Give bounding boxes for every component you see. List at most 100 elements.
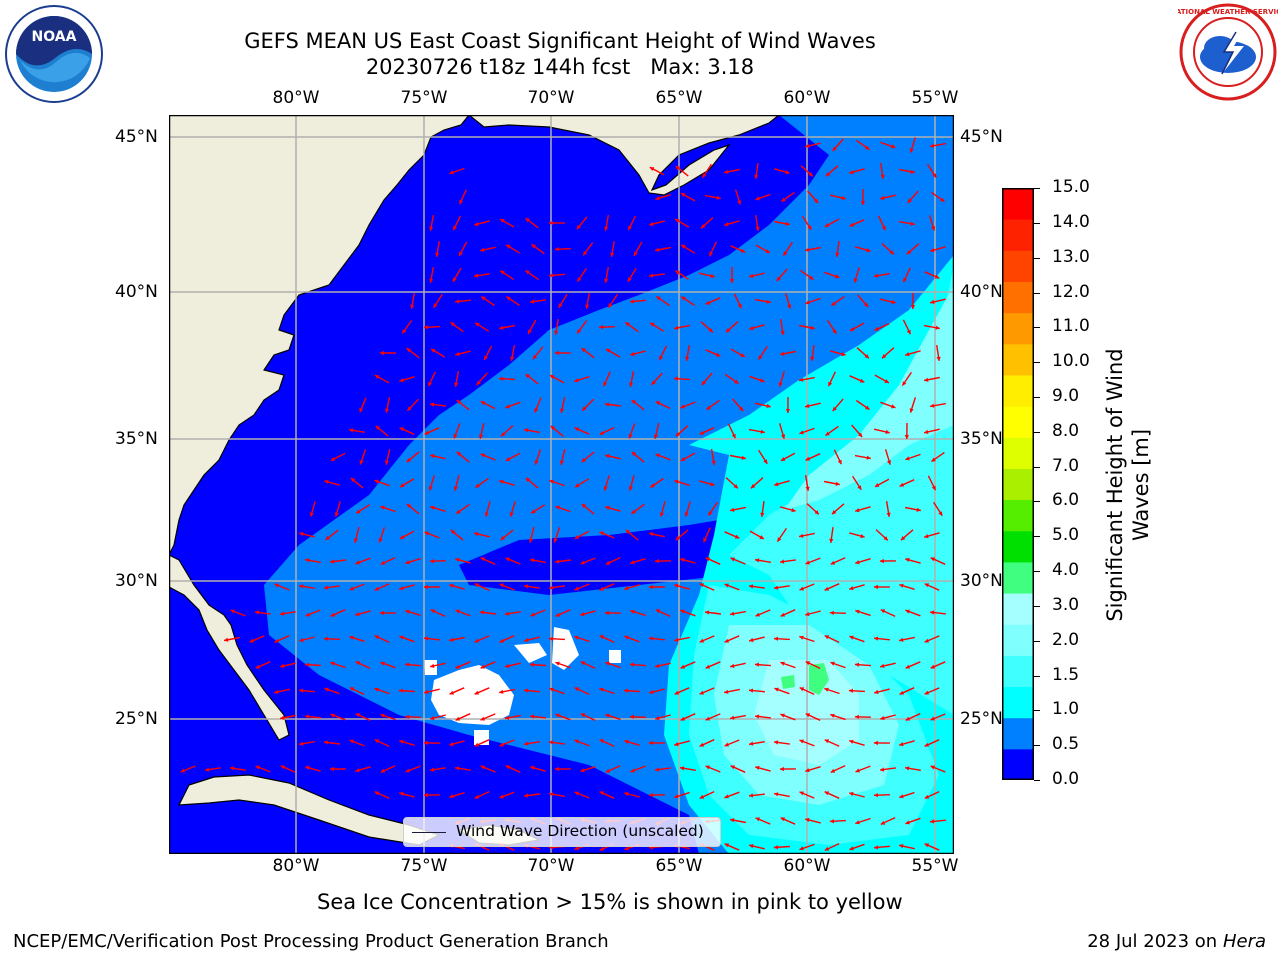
wave-arrow-head	[499, 583, 504, 588]
wave-arrow-head	[430, 715, 435, 721]
wave-arrow-head	[675, 535, 681, 541]
wave-arrow-head	[874, 273, 879, 278]
wave-arrow-head	[424, 531, 429, 536]
wave-arrow-head	[524, 428, 529, 433]
wave-arrow-head	[906, 329, 911, 335]
wave-arrow-head	[799, 586, 804, 591]
wave-arrow-head	[899, 583, 904, 588]
wave-arrow-head	[699, 794, 705, 799]
wave-arrow-head	[760, 378, 765, 383]
wave-arrow-head	[452, 277, 457, 282]
wave-arrow-head	[359, 407, 364, 413]
wave-arrow-head	[873, 793, 878, 798]
wave-arrow-head	[430, 663, 435, 668]
wave-arrow-head	[431, 348, 436, 353]
wave-arrow-head	[874, 326, 880, 331]
wave-arrow-head	[349, 428, 354, 433]
wave-arrow-head	[649, 689, 654, 694]
wave-arrow-head	[935, 325, 940, 330]
wave-arrow-head	[680, 557, 685, 562]
wave-arrow-head	[702, 173, 707, 178]
wave-arrow-head	[866, 455, 871, 460]
wave-arrow-head	[255, 610, 260, 615]
wave-arrow-head	[750, 484, 756, 489]
wave-arrow-head	[805, 768, 810, 773]
wave-arrow-head	[759, 535, 764, 539]
wave-arrow-head	[734, 379, 739, 384]
wave-arrow-head	[731, 433, 736, 439]
wave-arrow-head	[374, 586, 380, 591]
wave-arrow-head	[625, 529, 631, 535]
wave-arrow-head	[374, 791, 380, 796]
wave-arrow-head	[824, 791, 830, 796]
wave-arrow-head	[865, 145, 870, 150]
wave-arrow-head	[905, 716, 911, 721]
wave-arrow-head	[531, 244, 536, 249]
wave-arrow-head	[832, 146, 837, 151]
wave-arrow-head	[656, 296, 661, 301]
land-florida	[169, 554, 290, 741]
wave-arrow-head	[299, 637, 304, 643]
wave-arrow-head	[530, 612, 535, 617]
wave-arrow-head	[835, 481, 840, 486]
wave-arrow-head	[430, 767, 435, 772]
wave-arrow-head	[774, 740, 779, 745]
band-gap	[459, 515, 759, 595]
wave-arrow-head	[648, 740, 653, 746]
wave-arrow-head	[549, 479, 554, 484]
wave-arrow-head	[385, 408, 390, 413]
colorbar-tick-mark	[1034, 222, 1040, 224]
wave-arrow-head	[905, 820, 910, 825]
wave-arrow-head	[849, 846, 854, 851]
wave-arrow-head	[858, 432, 863, 437]
wave-arrow-head	[755, 714, 760, 719]
map-legend: Wind Wave Direction (unscaled)	[403, 817, 721, 847]
wave-arrow-head	[705, 765, 710, 770]
wave-arrow-head	[374, 739, 380, 744]
colorbar-tick-label: 1.5	[1052, 664, 1080, 685]
wave-arrow-head	[729, 279, 735, 283]
wave-arrow-head	[734, 534, 740, 539]
wave-arrow-head	[889, 250, 894, 255]
wave-arrow-head	[724, 169, 729, 174]
nodata-blob	[424, 660, 437, 675]
wave-arrow-head	[705, 716, 710, 721]
wave-arrow-head	[630, 768, 635, 773]
wave-arrow-head	[848, 688, 853, 693]
wave-arrow-head	[829, 538, 834, 543]
lon-label-bottom: 80°W	[272, 856, 320, 876]
colorbar-tick-mark	[1034, 362, 1040, 364]
wave-arrow-head	[449, 690, 455, 695]
footer-host: Hera	[1222, 931, 1266, 952]
wave-arrow-head	[574, 635, 579, 640]
wave-arrow-head	[859, 378, 865, 383]
wave-arrow-head	[433, 303, 438, 308]
nws-logo: NATIONAL WEATHER SERVICE	[1178, 3, 1278, 101]
wave-arrow-head	[305, 765, 310, 770]
colorbar-tick-label: 6.0	[1052, 490, 1080, 511]
colorbar-segment	[1002, 343, 1034, 376]
wave-arrow-head	[499, 689, 504, 694]
nodata-blob	[609, 650, 621, 663]
wave-arrow-head	[559, 460, 564, 465]
wave-arrow-head	[402, 329, 407, 334]
wave-arrow-head	[703, 537, 708, 543]
wave-arrow-head	[604, 610, 609, 616]
wave-arrow-head	[755, 817, 760, 822]
wave-arrow-head	[779, 766, 784, 772]
wave-arrow-head	[455, 351, 460, 357]
wave-arrow-head	[575, 483, 580, 488]
wave-arrow-head	[474, 794, 480, 799]
wave-arrow-head	[932, 173, 937, 178]
wave-arrow-head	[480, 453, 485, 458]
wave-arrow-head	[624, 791, 629, 797]
wave-arrow-head	[509, 512, 514, 517]
wave-arrow-head	[785, 409, 790, 413]
wave-arrow-head	[904, 435, 909, 439]
wave-arrow-head	[934, 274, 940, 279]
colorbar-segment	[1002, 686, 1034, 719]
wave-arrow-head	[883, 536, 888, 541]
wave-arrow-head	[549, 792, 554, 797]
wave-arrow-head	[630, 299, 635, 304]
wave-arrow-head	[700, 224, 706, 229]
